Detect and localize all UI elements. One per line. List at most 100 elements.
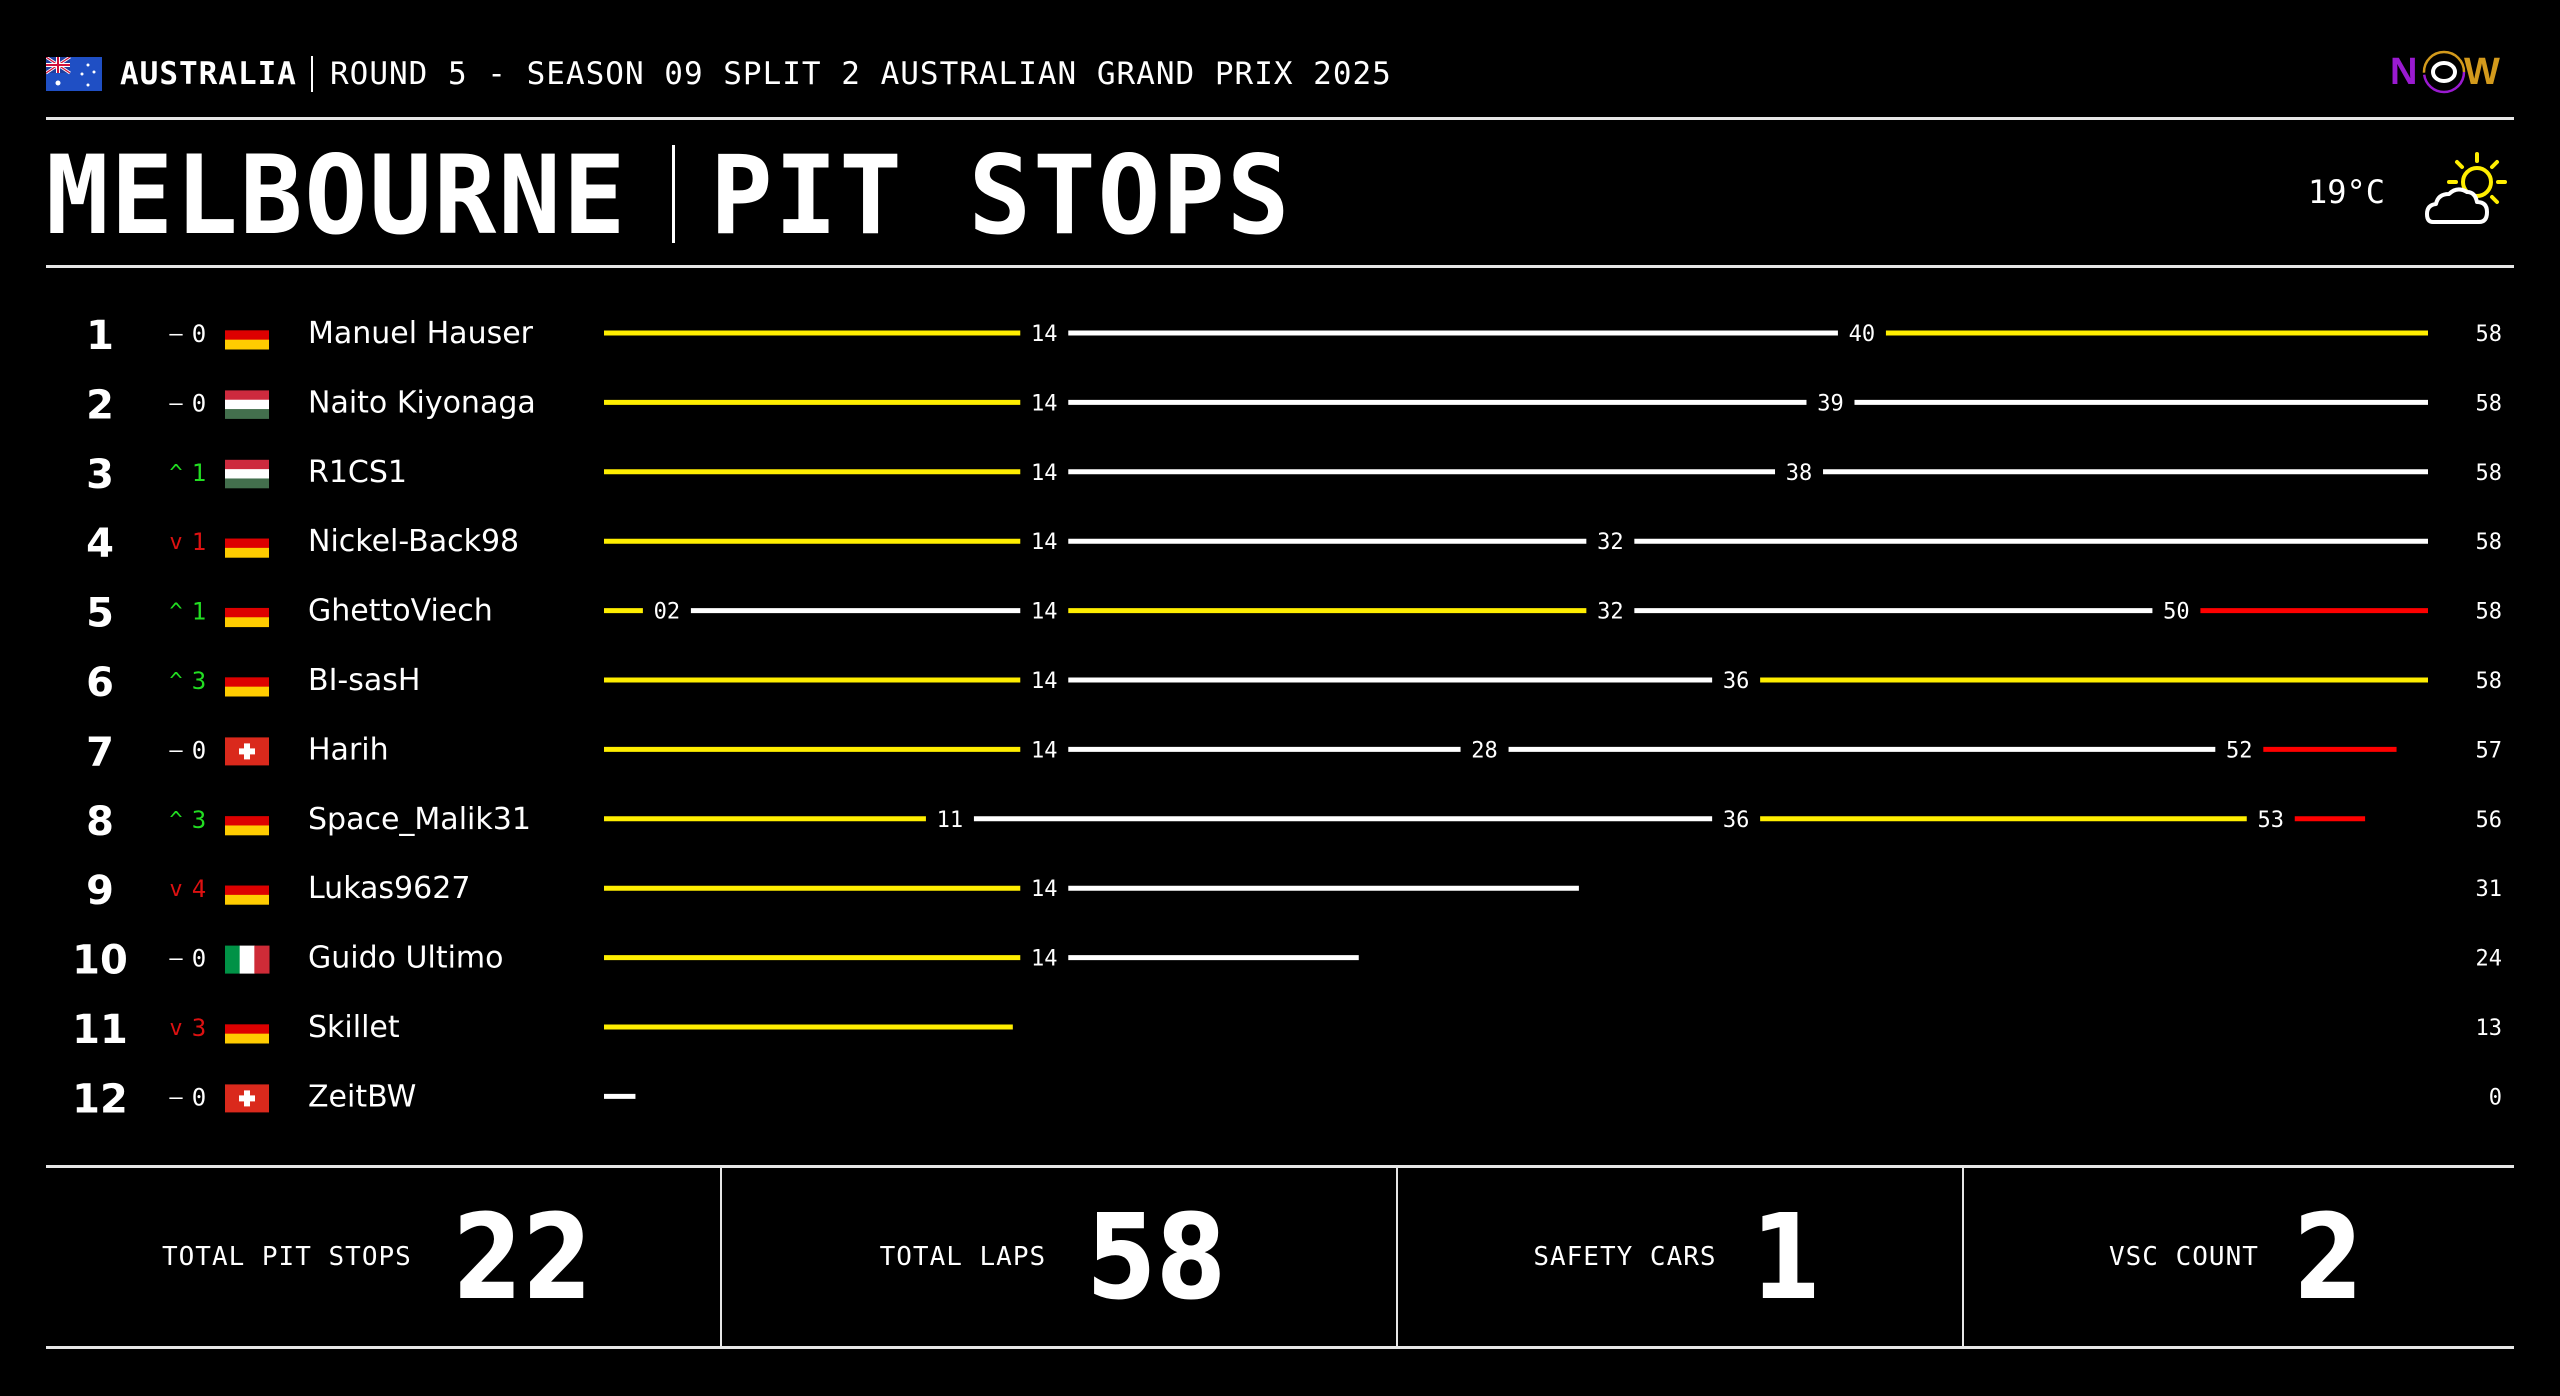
pit-stop-lap-label: 02 xyxy=(654,600,681,625)
title-divider xyxy=(672,145,675,243)
laps-completed: 13 xyxy=(2476,1016,2503,1041)
stat-value: 1 xyxy=(1750,1188,1821,1326)
position-change-up-icon: ^ xyxy=(169,808,182,833)
pit-stop-chart: 1–0 Manuel Hauser 14 40 582–0 Naito Kiyonaga 1… xyxy=(72,313,2503,1122)
stat-vsc-count: VSC COUNT 2 xyxy=(1964,1168,2514,1346)
driver-name: BI-sasH xyxy=(308,663,420,698)
header-rule xyxy=(46,117,2514,120)
position-change-none-icon: – xyxy=(169,322,183,347)
pit-stop-lap-label: 32 xyxy=(1597,600,1624,625)
laps-completed: 58 xyxy=(2476,322,2503,347)
position-number: 3 xyxy=(86,452,114,498)
position-change-down-icon: v xyxy=(169,1016,182,1041)
stat-total-laps: TOTAL LAPS 58 xyxy=(722,1168,1396,1346)
pit-stop-lap-label: 14 xyxy=(1031,391,1058,416)
position-change-value: 0 xyxy=(192,389,206,417)
pit-stop-lap-label: 14 xyxy=(1031,738,1058,763)
position-number: 4 xyxy=(86,521,114,567)
hungary-flag-icon xyxy=(225,478,269,489)
hungary-flag-icon xyxy=(225,459,269,470)
germany-flag-icon xyxy=(225,816,269,826)
laps-completed: 31 xyxy=(2476,877,2503,902)
germany-flag-icon xyxy=(225,894,269,905)
title-rule xyxy=(46,265,2514,268)
stat-total-pit-stops: TOTAL PIT STOPS 22 xyxy=(46,1168,720,1346)
position-number: 7 xyxy=(86,729,114,775)
country-name: AUSTRALIA xyxy=(120,56,297,92)
position-number: 12 xyxy=(72,1076,128,1122)
pit-stop-lap-label: 32 xyxy=(1597,530,1624,555)
stat-value: 58 xyxy=(1086,1188,1227,1326)
page-title: MELBOURNE xyxy=(46,130,628,260)
position-change-none-icon: – xyxy=(169,1085,183,1110)
stats-top-rule xyxy=(46,1165,2514,1168)
temperature: 19°C xyxy=(2308,173,2386,211)
laps-completed: 56 xyxy=(2476,808,2503,833)
pit-stop-lap-label: 38 xyxy=(1786,461,1813,486)
pit-stop-lap-label: 36 xyxy=(1723,808,1750,833)
position-change-none-icon: – xyxy=(169,738,183,763)
driver-name: Skillet xyxy=(308,1010,400,1045)
position-change-value: 1 xyxy=(192,528,206,556)
driver-name: Nickel-Back98 xyxy=(308,524,519,559)
germany-flag-icon xyxy=(225,529,269,540)
driver-name: GhettoViech xyxy=(308,594,493,629)
stats-divider xyxy=(1396,1166,1398,1348)
laps-completed: 58 xyxy=(2476,669,2503,694)
germany-flag-icon xyxy=(225,330,269,341)
driver-name: Space_Malik31 xyxy=(308,802,531,837)
now-logo: N W xyxy=(2390,50,2500,94)
germany-flag-icon xyxy=(225,617,269,628)
position-number: 1 xyxy=(86,313,114,359)
driver-name: Guido Ultimo xyxy=(308,941,504,976)
germany-flag-icon xyxy=(225,607,269,618)
position-change-up-icon: ^ xyxy=(169,669,182,694)
page-subtitle: PIT STOPS xyxy=(710,130,1292,260)
position-change-value: 0 xyxy=(192,736,206,764)
pit-stop-lap-label: 14 xyxy=(1031,669,1058,694)
laps-completed: 24 xyxy=(2476,947,2503,972)
position-change-up-icon: ^ xyxy=(169,600,182,625)
position-number: 5 xyxy=(86,591,114,637)
pit-stop-lap-label: 28 xyxy=(1471,738,1498,763)
germany-flag-icon xyxy=(225,321,269,331)
pit-stop-lap-label: 39 xyxy=(1817,391,1844,416)
position-number: 10 xyxy=(72,938,128,984)
pit-stop-lap-label: 14 xyxy=(1031,322,1058,347)
position-change-value: 3 xyxy=(192,667,206,695)
laps-completed: 0 xyxy=(2489,1085,2502,1110)
position-number: 2 xyxy=(86,382,114,428)
position-change-down-icon: v xyxy=(169,877,182,902)
position-change-value: 0 xyxy=(192,1083,206,1111)
germany-flag-icon xyxy=(225,876,269,887)
position-number: 11 xyxy=(72,1007,128,1053)
pit-stop-lap-label: 50 xyxy=(2163,600,2190,625)
position-number: 6 xyxy=(86,660,114,706)
australia-flag-icon xyxy=(46,57,102,91)
position-change-down-icon: v xyxy=(169,530,182,555)
germany-flag-icon xyxy=(225,339,269,350)
position-change-value: 0 xyxy=(192,945,206,973)
position-change-value: 4 xyxy=(192,875,206,903)
driver-name: Manuel Hauser xyxy=(308,316,534,351)
germany-flag-icon xyxy=(225,677,269,688)
pit-stop-lap-label: 14 xyxy=(1031,461,1058,486)
germany-flag-icon xyxy=(225,668,269,678)
laps-completed: 57 xyxy=(2476,738,2503,763)
pit-stop-lap-label: 36 xyxy=(1723,669,1750,694)
pit-stop-lap-label: 11 xyxy=(937,808,964,833)
laps-completed: 58 xyxy=(2476,530,2503,555)
position-change-value: 3 xyxy=(192,806,206,834)
stats-divider xyxy=(720,1166,722,1348)
pit-stop-lap-label: 40 xyxy=(1849,322,1876,347)
position-change-value: 1 xyxy=(192,598,206,626)
position-number: 8 xyxy=(86,799,114,845)
driver-name: Naito Kiyonaga xyxy=(308,385,536,420)
stat-label: VSC COUNT xyxy=(2109,1242,2259,1272)
pit-stop-lap-label: 53 xyxy=(2258,808,2285,833)
position-change-value: 0 xyxy=(192,320,206,348)
position-change-up-icon: ^ xyxy=(169,461,182,486)
pit-stop-lap-label: 14 xyxy=(1031,530,1058,555)
germany-flag-icon xyxy=(225,598,269,609)
laps-completed: 58 xyxy=(2476,600,2503,625)
